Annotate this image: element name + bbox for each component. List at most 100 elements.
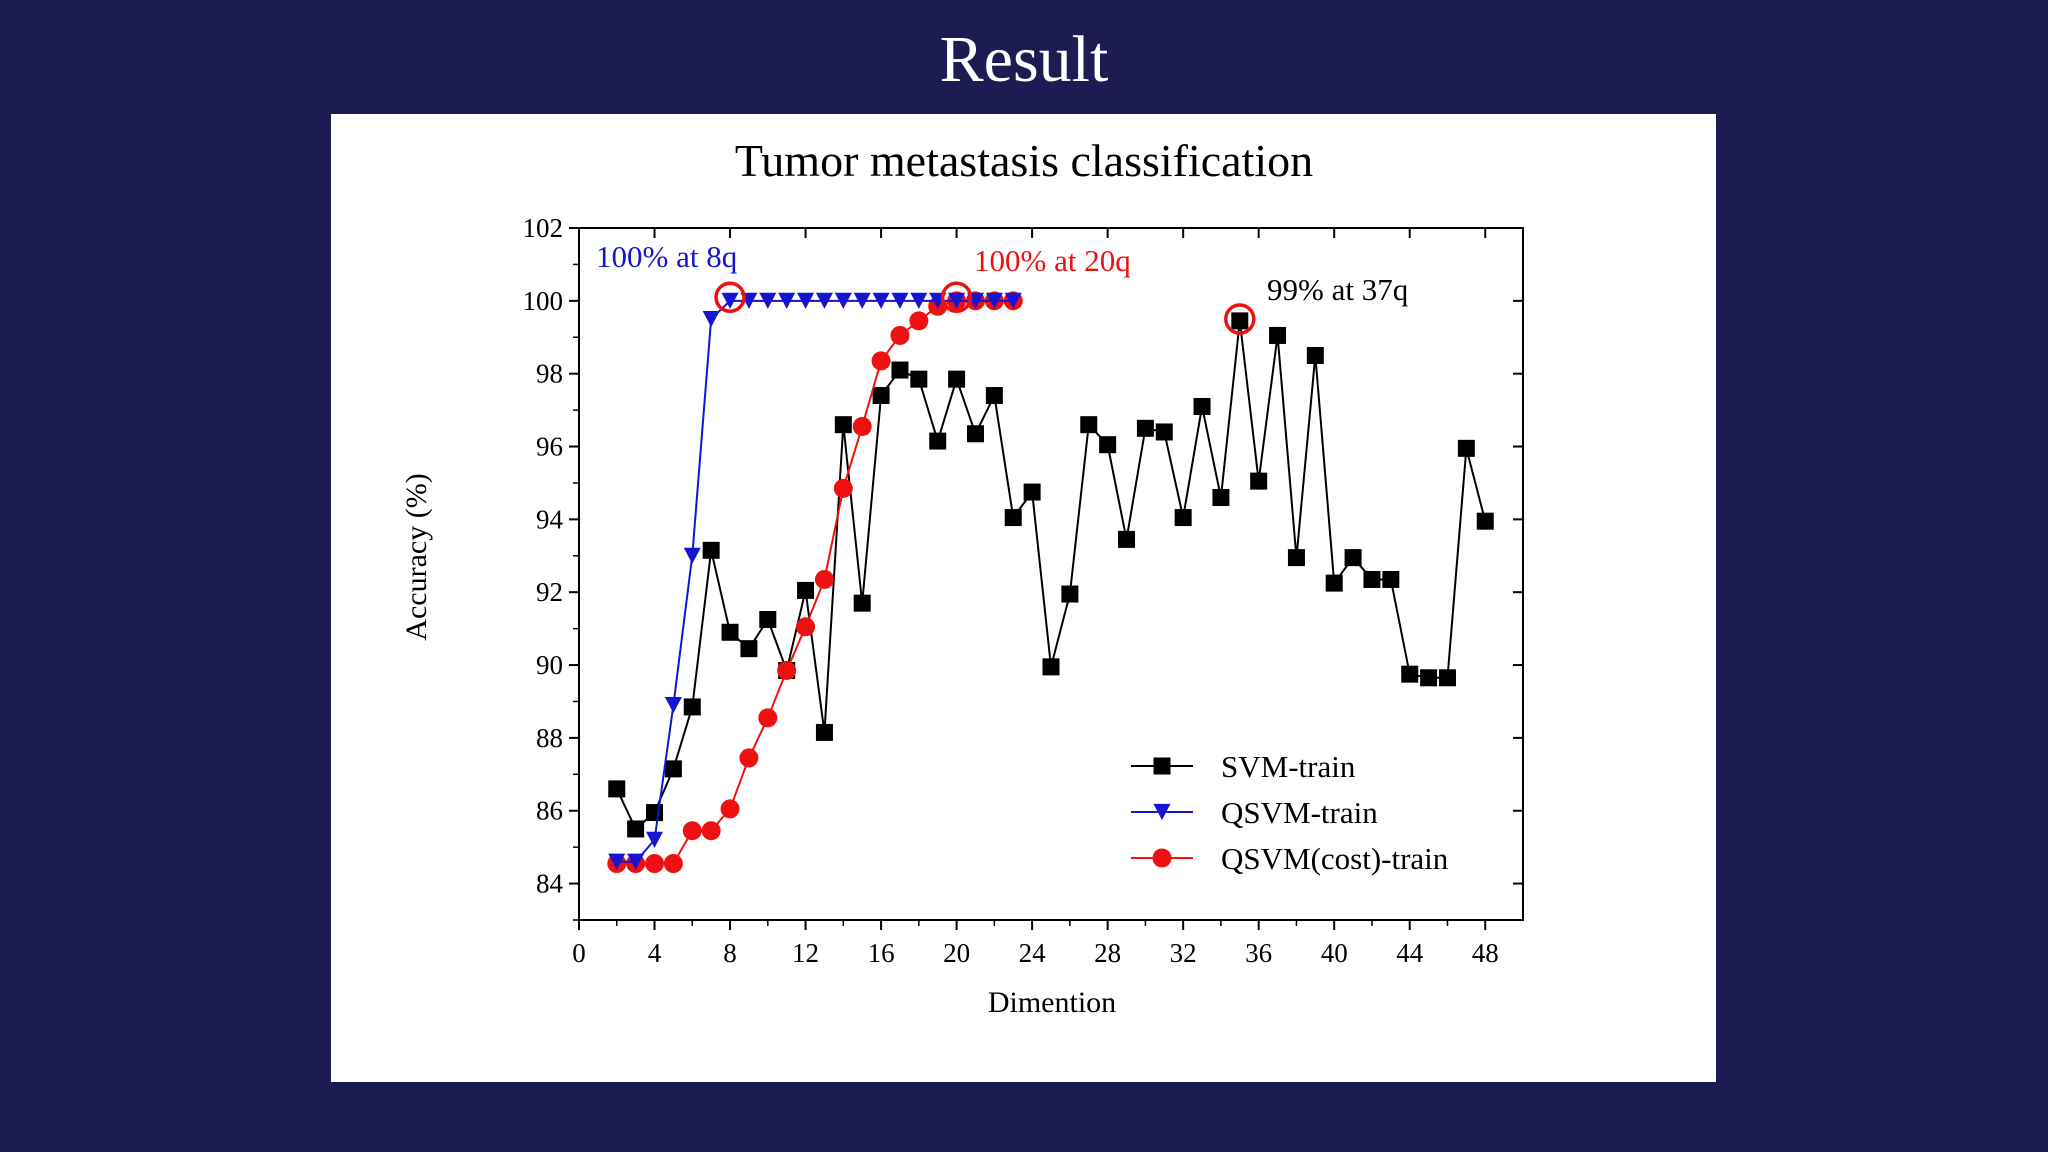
y-tick-label: 94 [536, 504, 564, 534]
svm-train-point [1325, 574, 1343, 592]
svm-train-point [853, 594, 871, 612]
svm-train-point [1231, 312, 1249, 330]
qsvm-train-point [985, 292, 1003, 309]
qsvm-train-point [664, 697, 682, 714]
qsvm-cost-train-point [720, 799, 740, 819]
svm-train-point [646, 804, 664, 822]
svm-train-point [1061, 585, 1079, 603]
svm-train-point [1287, 549, 1305, 567]
legend-marker [1153, 757, 1171, 775]
qsvm-train-point [683, 547, 701, 564]
chart-title: Tumor metastasis classification [735, 135, 1313, 186]
qsvm-cost-train-line [616, 299, 1014, 865]
y-tick-label: 96 [536, 432, 563, 462]
svm-train-point [872, 387, 890, 405]
svm-train-point [1250, 472, 1268, 490]
x-tick-label: 28 [1094, 938, 1121, 968]
svm-train-point [1420, 669, 1438, 687]
svm-train-point [891, 361, 909, 379]
svm-train-point [608, 780, 626, 798]
qsvm-cost-train-point [814, 569, 834, 589]
y-tick-label: 88 [536, 723, 563, 753]
y-tick-label: 86 [536, 796, 563, 826]
x-tick-label: 8 [723, 938, 737, 968]
qsvm-train-point [627, 853, 645, 870]
svm-train-point [740, 640, 758, 658]
svm-train-point [1174, 509, 1192, 527]
svm-train-point [1099, 436, 1117, 454]
legend-marker [1153, 803, 1171, 821]
svm-train-point [1401, 665, 1419, 683]
x-tick-label: 20 [943, 938, 970, 968]
qsvm-cost-train-point [777, 661, 797, 681]
svm-train-point [815, 723, 833, 741]
qsvm-train-point [721, 292, 739, 309]
x-tick-label: 0 [572, 938, 586, 968]
x-tick-label: 16 [868, 938, 895, 968]
svm-train-point [797, 581, 815, 599]
svm-train-point [721, 623, 739, 641]
y-tick-label: 84 [536, 869, 564, 899]
slide-title: Result [939, 23, 1109, 96]
qsvm-train-point [834, 292, 852, 309]
svm-train-point [1136, 419, 1154, 437]
legend-marker [1152, 848, 1172, 868]
x-tick-label: 48 [1472, 938, 1499, 968]
svm-train-point [1306, 346, 1324, 364]
svm-train-point [1344, 549, 1362, 567]
qsvm-cost-train-point [701, 821, 721, 841]
svm-train-point [948, 370, 966, 388]
plot-frame [578, 227, 1524, 921]
x-axis-label: Dimention [988, 986, 1116, 1019]
y-tick-label: 90 [536, 650, 563, 680]
y-tick-label: 102 [523, 213, 564, 243]
svm-train-point [664, 760, 682, 778]
svm-train-point [1023, 483, 1041, 501]
x-tick-label: 12 [792, 938, 819, 968]
annotation-circle [1224, 303, 1256, 335]
svm-train-point [1212, 489, 1230, 507]
x-tick-label: 24 [1019, 938, 1047, 968]
qsvm-train-point [910, 292, 928, 309]
qsvm-cost-train-point [682, 821, 702, 841]
qsvm-cost-train-point [871, 351, 891, 371]
y-tick-label: 98 [536, 359, 563, 389]
legend-entry: QSVM(cost)-train [1221, 841, 1449, 876]
qsvm-cost-train-point [890, 325, 910, 345]
qsvm-train-series [608, 292, 1022, 870]
qsvm-train-point [797, 292, 815, 309]
qsvm-train-point [646, 831, 664, 848]
annotation-circle [940, 281, 973, 313]
svm-train-point [1004, 509, 1022, 527]
svm-train-point [910, 370, 928, 388]
qsvm-train-point [608, 853, 626, 870]
svm-train-point [702, 541, 720, 559]
y-axis-label: Accuracy (%) [400, 473, 433, 640]
svm-train-point [759, 611, 777, 629]
svm-train-point [1118, 530, 1136, 548]
qsvm-cost-train-point [833, 478, 853, 498]
qsvm-train-point [948, 292, 966, 309]
svm-train-point [1457, 439, 1475, 457]
qsvm-train-point [759, 292, 777, 309]
qsvm-train-point [778, 292, 796, 309]
x-tick-label: 36 [1245, 938, 1272, 968]
chart-panel: Tumor metastasis classification 0 4 8 12 16 2… [331, 114, 1716, 1082]
svm-train-point [1193, 397, 1211, 415]
svm-train-point [834, 416, 852, 434]
qsvm-cost-train-point [796, 617, 816, 637]
svm-train-point [1438, 669, 1456, 687]
svm-train-point [1080, 416, 1098, 434]
svm-train-point [1382, 570, 1400, 588]
qsvm-cost-train-point [645, 854, 665, 874]
annotation-label: 99% at 37q [1267, 272, 1408, 307]
qsvm-train-point [891, 292, 909, 309]
svm-train-point [929, 432, 947, 450]
qsvm-train-point [702, 310, 720, 328]
x-tick-label: 44 [1396, 938, 1424, 968]
svm-train-point [683, 698, 701, 716]
x-tick-label: 40 [1321, 938, 1348, 968]
qsvm-cost-train-point [852, 416, 872, 436]
x-tick-label: 32 [1170, 938, 1197, 968]
annotation-label: 100% at 8q [596, 239, 737, 274]
